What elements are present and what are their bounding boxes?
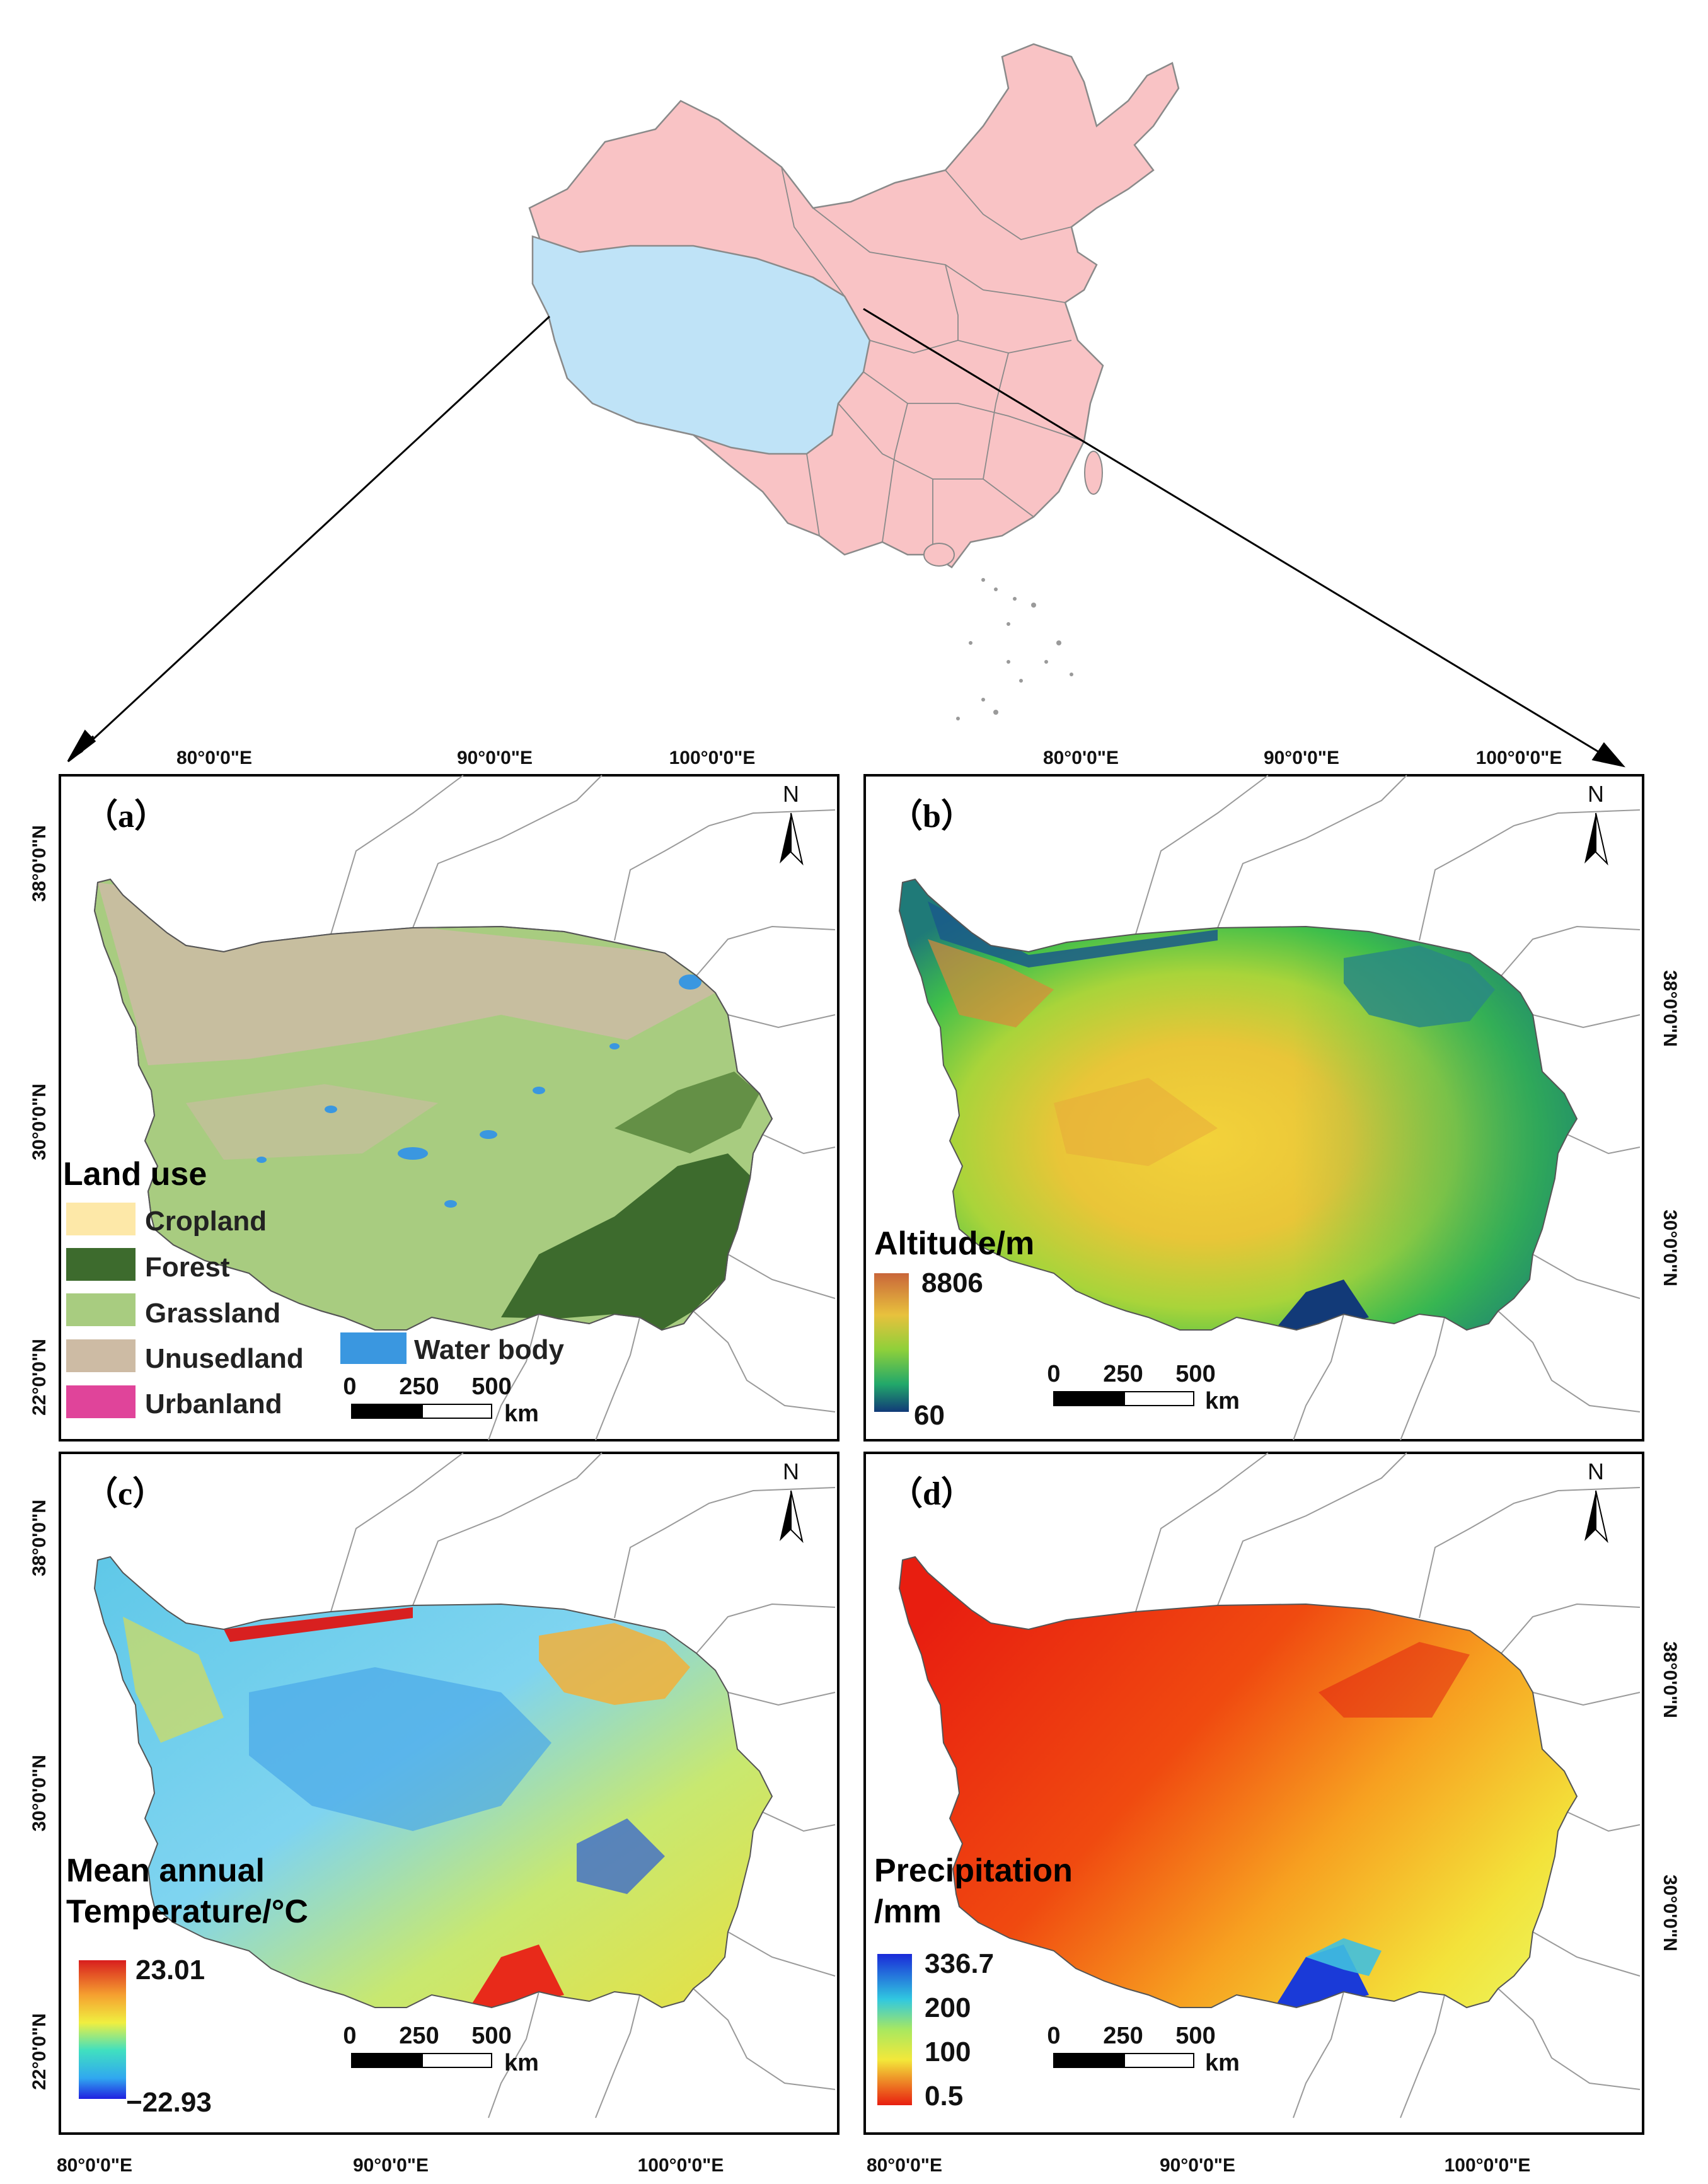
colorbar-precipitation-tick-3: 0.5 <box>925 2081 963 2112</box>
lon-label-c-100: 100°0'0"E <box>638 2155 724 2176</box>
colorbar-precipitation-tick-2: 100 <box>925 2037 971 2067</box>
scale-c-0: 0 <box>343 2023 356 2049</box>
legend-landuse: Cropland Forest Grassland Unusedland Urb… <box>66 1203 564 1419</box>
lon-label-a-80: 80°0'0"E <box>176 748 252 768</box>
scale-a-500: 500 <box>471 1373 511 1400</box>
colorbar-altitude-max: 8806 <box>921 1268 983 1298</box>
lat-label-d-30: 30°0'0"N <box>1659 1875 1680 1951</box>
scale-c-250: 250 <box>399 2023 439 2049</box>
colorbar-temperature <box>79 1960 126 2099</box>
colorbar-altitude <box>874 1273 909 1412</box>
lat-label-c-30: 30°0'0"N <box>29 1755 50 1832</box>
lon-label-a-90: 90°0'0"E <box>457 748 533 768</box>
scale-bar-a: 0 250 500 km <box>343 1373 538 1427</box>
taiwan-island <box>1084 451 1103 495</box>
lon-label-c-90: 90°0'0"E <box>353 2155 429 2176</box>
scale-b-0: 0 <box>1047 1361 1060 1387</box>
legend-title-temperature-2: Temperature/°C <box>66 1893 308 1930</box>
callout-arrows <box>67 308 1626 768</box>
legend-swatch-cropland <box>66 1203 136 1235</box>
lat-label-b-38: 38°0'0"N <box>1659 970 1680 1047</box>
scale-bar-b: 0 250 500 km <box>1047 1361 1239 1414</box>
colorbar-temperature-min: −22.93 <box>126 2087 212 2118</box>
panel-d-label: （d） <box>890 1476 974 1512</box>
scale-a-250: 250 <box>399 1373 439 1400</box>
legend-label-urbanland: Urbanland <box>145 1389 282 1419</box>
legend-label-cropland: Cropland <box>145 1206 267 1237</box>
scale-d-0: 0 <box>1047 2023 1060 2049</box>
north-label-b: N <box>1588 781 1604 807</box>
panel-d-precipitation: 38°0'0"N 30°0'0"N 80°0'0"E 90°0'0"E 100°… <box>863 1452 1680 2176</box>
north-label-d: N <box>1588 1459 1604 1484</box>
scale-b-250: 250 <box>1103 1361 1143 1387</box>
north-label-a: N <box>783 781 799 807</box>
lon-label-b-90: 90°0'0"E <box>1264 748 1339 768</box>
legend-label-water-body: Water body <box>414 1334 564 1365</box>
province-boundaries <box>781 166 1085 555</box>
colorbar-precipitation <box>877 1954 912 2105</box>
scale-bar-d: 0 250 500 km <box>1047 2023 1239 2076</box>
legend-label-unusedland: Unusedland <box>145 1343 304 1374</box>
colorbar-altitude-min: 60 <box>914 1400 945 1431</box>
lat-label-a-38: 38°0'0"N <box>29 825 50 902</box>
legend-swatch-urbanland <box>66 1385 136 1418</box>
lon-label-b-100: 100°0'0"E <box>1476 748 1562 768</box>
colorbar-precipitation-tick-0: 336.7 <box>925 1948 994 1979</box>
panel-b-altitude: 80°0'0"E 90°0'0"E 100°0'0"E 38°0'0"N 30°… <box>863 748 1680 1442</box>
legend-title-precipitation-1: Precipitation <box>874 1852 1073 1889</box>
lon-label-a-100: 100°0'0"E <box>669 748 756 768</box>
scale-b-unit: km <box>1205 1388 1240 1414</box>
legend-label-forest: Forest <box>145 1252 230 1283</box>
lon-label-d-80: 80°0'0"E <box>867 2155 942 2176</box>
china-outline <box>528 43 1180 569</box>
scale-d-500: 500 <box>1175 2023 1215 2049</box>
lat-label-c-22: 22°0'0"N <box>29 2013 50 2090</box>
scale-c-500: 500 <box>471 2023 511 2049</box>
legend-label-grassland: Grassland <box>145 1298 280 1329</box>
legend-title-temperature-1: Mean annual <box>66 1852 265 1889</box>
legend-title-precipitation-2: /mm <box>874 1893 942 1930</box>
panel-a-label: （a） <box>85 798 167 835</box>
colorbar-temperature-max: 23.01 <box>136 1955 205 1985</box>
legend-swatch-grassland <box>66 1293 136 1326</box>
scale-d-250: 250 <box>1103 2023 1143 2049</box>
china-overview-map <box>528 43 1180 720</box>
plateau-region <box>531 235 871 455</box>
scale-bar-c: 0 250 500 km <box>343 2023 538 2076</box>
south-china-sea-islands <box>956 578 1073 720</box>
panel-c-temperature: 38°0'0"N 30°0'0"N 22°0'0"N 80°0'0"E 90°0… <box>29 1452 840 2176</box>
scale-b-500: 500 <box>1175 1361 1215 1387</box>
lon-label-d-90: 90°0'0"E <box>1160 2155 1235 2176</box>
lon-label-c-80: 80°0'0"E <box>57 2155 132 2176</box>
lat-label-a-22: 22°0'0"N <box>29 1339 50 1416</box>
scale-d-unit: km <box>1205 2050 1240 2076</box>
north-label-c: N <box>783 1459 799 1484</box>
legend-swatch-unusedland <box>66 1339 136 1372</box>
legend-swatch-water-body <box>340 1332 407 1364</box>
panel-a-landuse: 80°0'0"E 90°0'0"E 100°0'0"E 38°0'0"N 30°… <box>29 748 840 1442</box>
legend-title-landuse: Land use <box>63 1156 207 1193</box>
lat-label-a-30: 30°0'0"N <box>29 1083 50 1160</box>
scale-c-unit: km <box>504 2050 539 2076</box>
hainan-island <box>923 543 955 567</box>
lat-label-d-38: 38°0'0"N <box>1659 1641 1680 1718</box>
legend-swatch-forest <box>66 1248 136 1281</box>
lon-label-d-100: 100°0'0"E <box>1445 2155 1531 2176</box>
lon-label-b-80: 80°0'0"E <box>1043 748 1119 768</box>
colorbar-precipitation-tick-1: 200 <box>925 1992 971 2023</box>
scale-a-0: 0 <box>343 1373 356 1400</box>
lat-label-c-38: 38°0'0"N <box>29 1499 50 1576</box>
legend-title-altitude: Altitude/m <box>874 1225 1034 1262</box>
panel-c-label: （c） <box>85 1476 165 1512</box>
scale-a-unit: km <box>504 1401 539 1427</box>
panel-b-label: （b） <box>890 798 974 835</box>
lat-label-b-30: 30°0'0"N <box>1659 1210 1680 1286</box>
